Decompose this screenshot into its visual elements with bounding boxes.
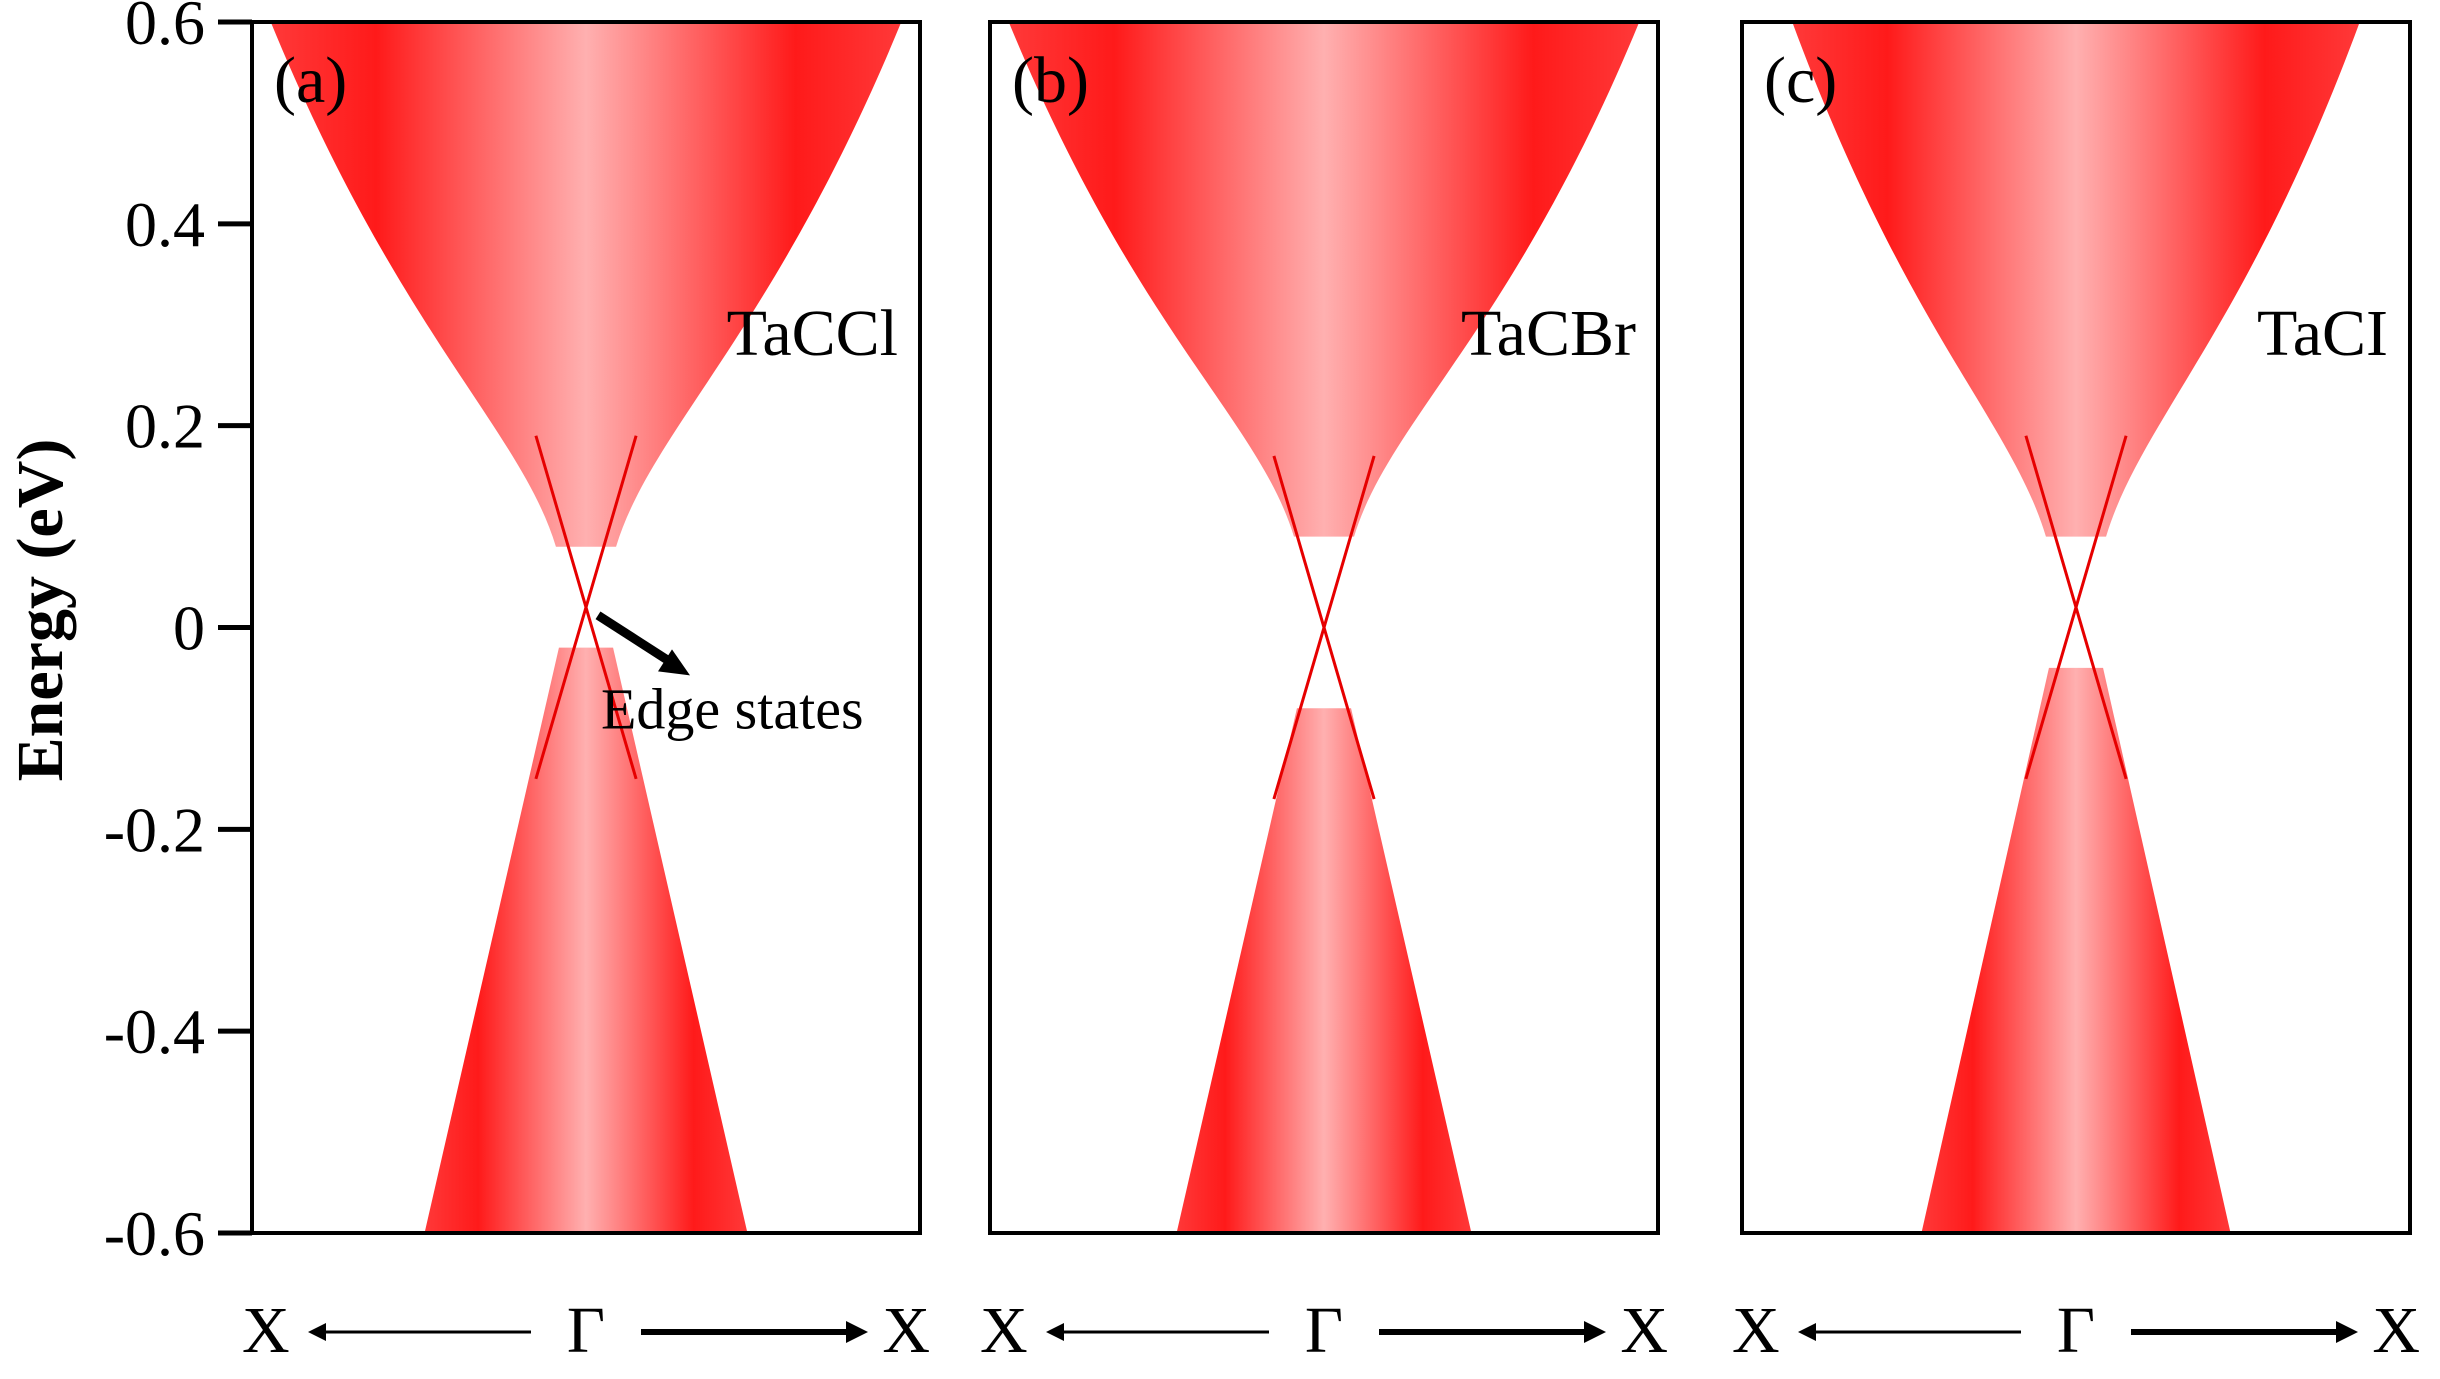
y-tick-label: 0: [173, 593, 205, 664]
edge-state-line: [2024, 435, 2128, 780]
material-label: TaCBr: [1461, 297, 1636, 370]
arrow-head-right: [2336, 1321, 2358, 1343]
arrow-head-right: [1584, 1321, 1606, 1343]
panel-frame: [988, 20, 1660, 1235]
k-label-left: X: [1732, 1294, 1780, 1367]
annotation-arrow-head: [658, 649, 690, 676]
k-label-left: X: [242, 1294, 290, 1367]
arrow-head-left: [1798, 1323, 1816, 1341]
panel-frame: [1740, 20, 2412, 1235]
y-axis: 0.6 0.4 0.2 0 -0.2 -0.4 -0.6: [104, 0, 252, 1269]
k-label-gamma: Γ: [1305, 1294, 1343, 1367]
panels: (a) TaCCl X Γ X Edge states (b) TaCBr X Γ X (c) TaCI…: [242, 20, 2420, 1367]
panel-tag: (b): [1012, 44, 1089, 117]
panel-2: (c) TaCI X Γ X: [1732, 20, 2420, 1367]
annotation-label: Edge states: [601, 676, 864, 741]
k-label-right: X: [882, 1294, 930, 1367]
y-tick-label: 0.2: [125, 391, 205, 462]
edge-state-line: [534, 435, 638, 780]
k-label-right: X: [2372, 1294, 2420, 1367]
arrow-head-left: [308, 1323, 326, 1341]
valence-band: [1921, 667, 2231, 1233]
k-label-gamma: Γ: [567, 1294, 605, 1367]
valence-band: [1176, 708, 1472, 1233]
conduction-band: [1008, 22, 1640, 537]
conduction-band: [270, 22, 902, 547]
conduction-band: [1792, 22, 2360, 537]
k-label-right: X: [1620, 1294, 1668, 1367]
panel-1: (b) TaCBr X Γ X: [980, 20, 1668, 1367]
valence-band: [424, 647, 748, 1233]
y-tick-label: 0.4: [125, 189, 205, 260]
panel-frame: [250, 20, 922, 1235]
material-label: TaCI: [2257, 297, 2388, 370]
annotation-arrow: [595, 611, 674, 667]
arrow-head-right: [846, 1321, 868, 1343]
y-tick-label: -0.6: [104, 1198, 205, 1269]
y-axis-title: Energy (eV): [4, 439, 77, 782]
arrow-head-left: [1046, 1323, 1064, 1341]
material-label: TaCCl: [727, 297, 898, 370]
y-tick-label: 0.6: [125, 0, 205, 58]
panel-tag: (c): [1764, 44, 1837, 117]
panel-tag: (a): [274, 44, 347, 117]
y-tick-label: -0.4: [104, 996, 205, 1067]
edge-state-line: [1272, 455, 1376, 800]
y-tick-label: -0.2: [104, 794, 205, 865]
k-label-left: X: [980, 1294, 1028, 1367]
k-label-gamma: Γ: [2057, 1294, 2095, 1367]
panel-0: (a) TaCCl X Γ X Edge states: [242, 20, 930, 1367]
